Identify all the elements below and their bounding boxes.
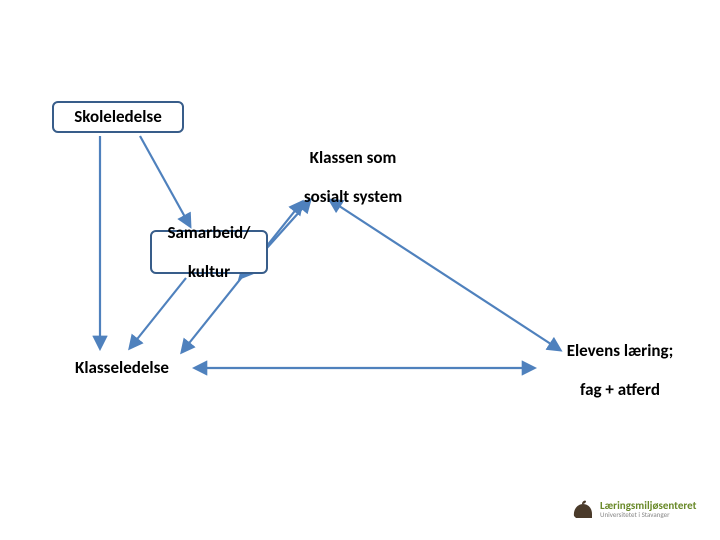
node-klasseledelse: Klasseledelse [52, 355, 192, 381]
diagram-arrow [140, 136, 190, 226]
node-klassen-som-sosialt-system: Klassen som sosialt system [278, 155, 428, 199]
diagram-arrow [330, 200, 560, 350]
node-elevens-laering: Elevens læring; fag + atferd [540, 348, 700, 392]
node-skoleledelse: Skoleledelse [52, 101, 184, 133]
node-samarbeid-kultur: Samarbeid/ kultur [150, 230, 268, 274]
logo-text-sub: Universitetet i Stavanger [600, 511, 696, 518]
node-label-line2: sosialt system [304, 187, 402, 207]
node-label: Skoleledelse [74, 107, 162, 127]
arrows-layer [0, 0, 720, 540]
node-label-line1: Klassen som [310, 148, 397, 168]
node-label-line1: Elevens læring; [567, 341, 674, 361]
footer-logo: Læringsmiljøsenteret Universitetet i Sta… [570, 498, 696, 520]
node-label-line2: kultur [188, 262, 230, 282]
node-label: Klasseledelse [75, 358, 169, 378]
node-label-line1: Samarbeid/ [168, 223, 251, 243]
logo-animal-icon [570, 498, 596, 520]
node-label-line2: fag + atferd [580, 380, 660, 400]
diagram-arrow [130, 278, 186, 348]
